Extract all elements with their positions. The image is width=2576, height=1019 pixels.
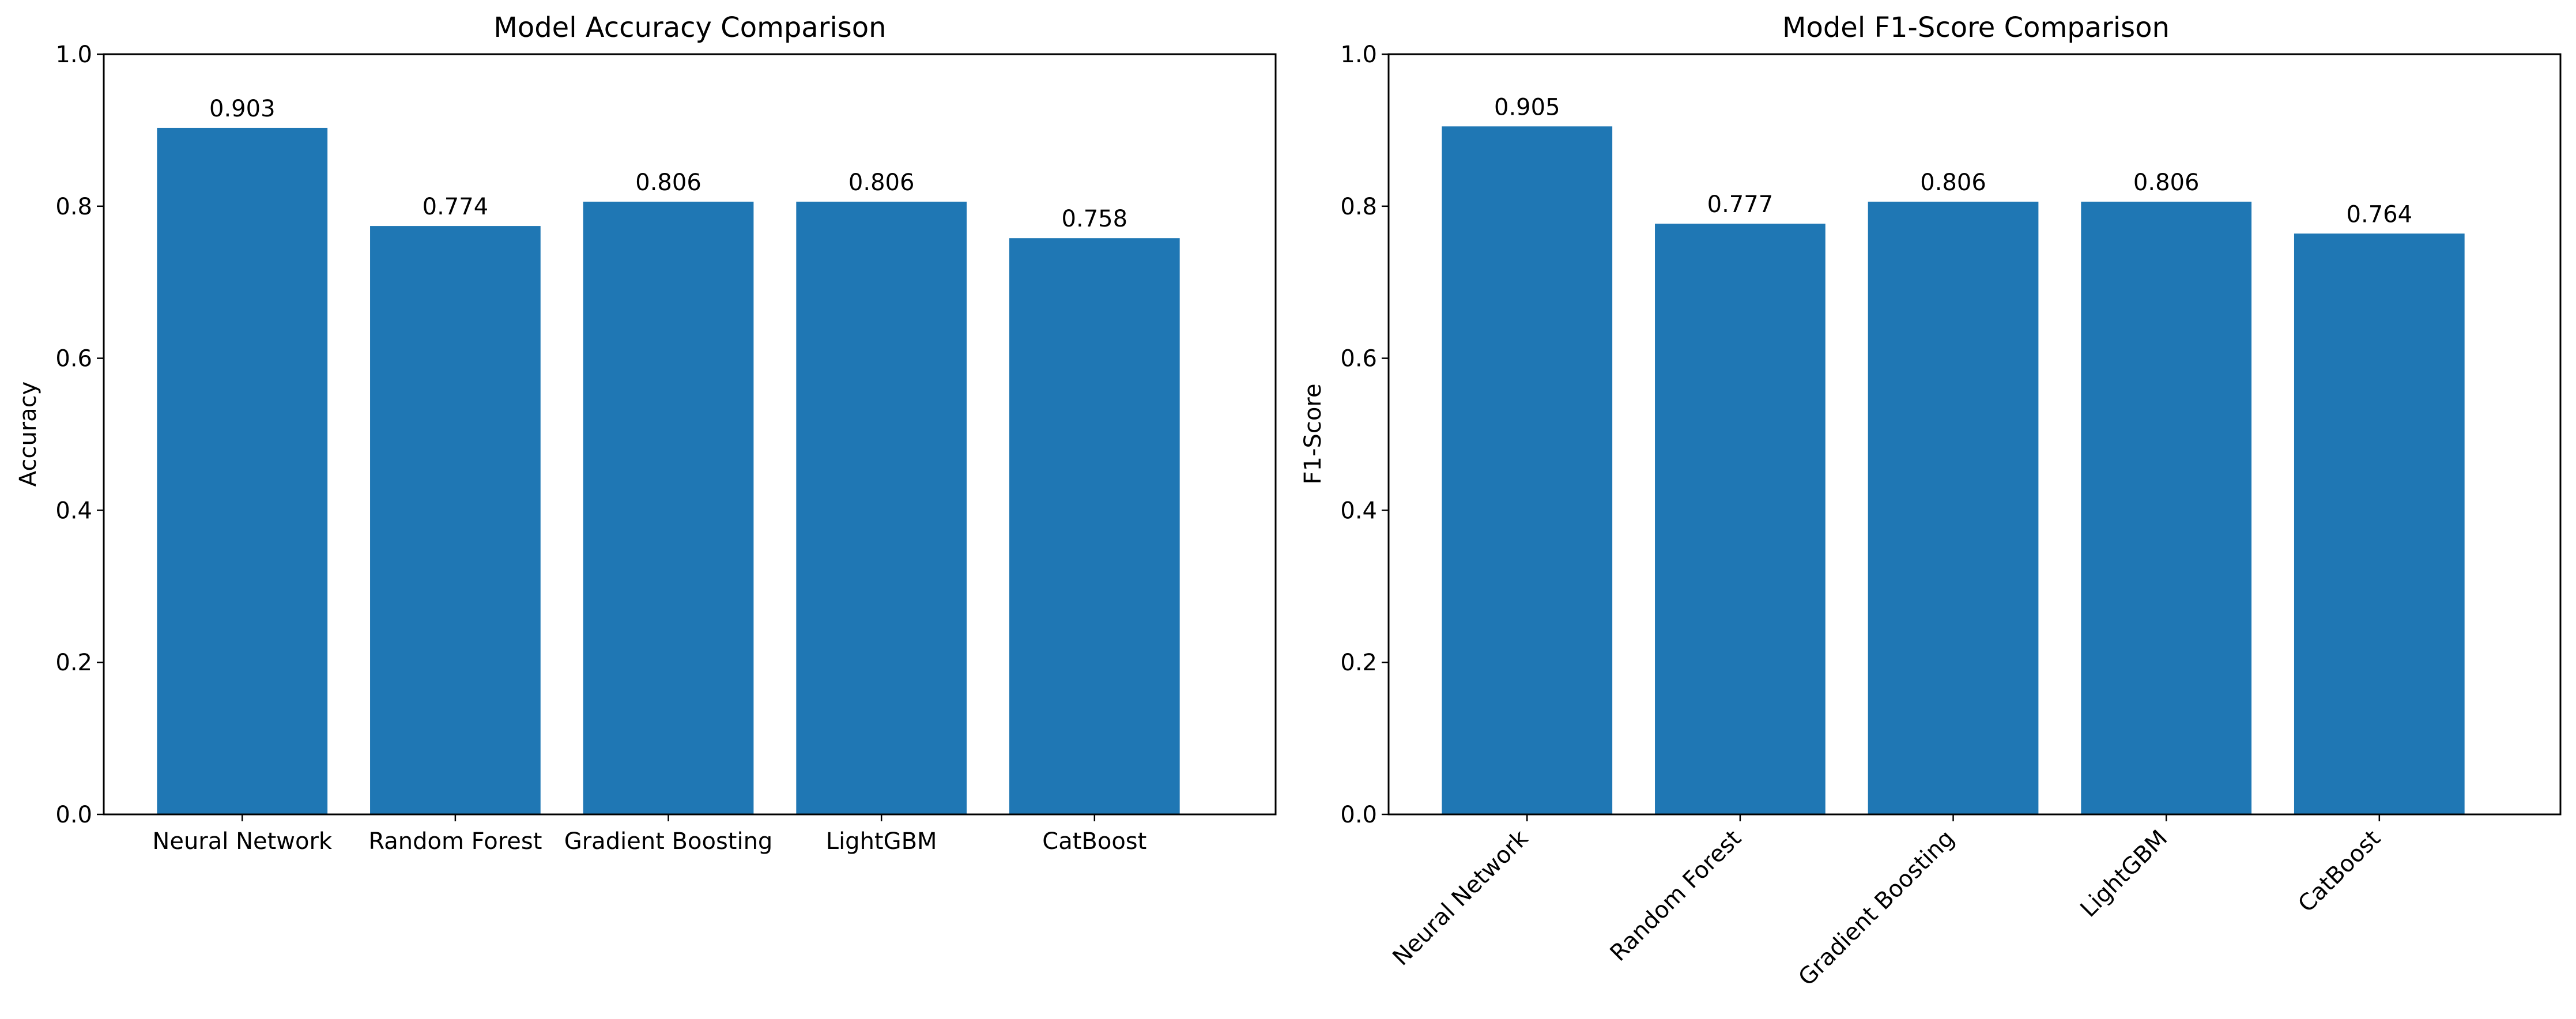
accuracy-bars xyxy=(157,127,1180,814)
accuracy-y-tick-label: 0.4 xyxy=(55,497,92,524)
accuracy-y-ticks: 0.0 0.2 0.4 0.6 0.8 1.0 xyxy=(55,41,104,828)
f1-x-tick-label-lightgbm: LightGBM xyxy=(2075,825,2173,923)
accuracy-bar-gradient-boosting xyxy=(583,201,754,814)
f1-x-tick-label-catboost: CatBoost xyxy=(2293,825,2386,918)
f1-chart: Model F1-Score Comparison F1-Score 0.00.… xyxy=(1300,12,2562,991)
f1-y-tick-label: 1.0 xyxy=(1340,41,1377,68)
f1-x-tick-label-random-forest: Random Forest xyxy=(1605,825,1747,967)
accuracy-x-tick-label-random-forest: Random Forest xyxy=(368,828,542,855)
f1-y-tick-label: 0.8 xyxy=(1340,194,1377,220)
accuracy-bar-neural-network xyxy=(157,127,328,814)
f1-value-label-gradient-boosting: 0.806 xyxy=(1920,169,1986,196)
accuracy-value-label-catboost: 0.758 xyxy=(1062,206,1128,232)
accuracy-y-tick-label: 0.6 xyxy=(55,346,92,372)
accuracy-y-tick-label: 0.0 xyxy=(55,802,92,828)
f1-bar-catboost xyxy=(2294,233,2465,814)
f1-plot-frame xyxy=(1387,53,2562,816)
f1-x-ticks: Neural Network Random Forest Gradient Boos… xyxy=(1387,814,2386,991)
f1-value-label-lightgbm: 0.806 xyxy=(2133,169,2200,196)
accuracy-bar-lightgbm xyxy=(796,201,967,814)
accuracy-chart: Model Accuracy Comparison Accuracy 0.00.… xyxy=(15,12,1277,855)
f1-bar-random-forest xyxy=(1655,224,1826,815)
f1-bars xyxy=(1442,126,2465,815)
f1-value-label-random-forest: 0.777 xyxy=(1707,191,1774,218)
accuracy-y-tick-label: 1.0 xyxy=(55,41,92,68)
f1-value-labels: 0.905 0.777 0.806 0.806 0.764 xyxy=(1494,94,2412,228)
accuracy-y-tick-label: 0.8 xyxy=(55,194,92,220)
f1-bar-gradient-boosting xyxy=(1868,201,2039,814)
f1-x-tick-label-neural-network: Neural Network xyxy=(1387,825,1534,971)
accuracy-x-tick-label-neural-network: Neural Network xyxy=(152,828,333,855)
f1-value-label-catboost: 0.764 xyxy=(2347,201,2413,228)
accuracy-value-label-neural-network: 0.903 xyxy=(209,96,276,122)
accuracy-value-label-gradient-boosting: 0.806 xyxy=(635,169,701,196)
f1-y-axis-label: F1-Score xyxy=(1300,384,1326,485)
f1-y-tick-label: 0.4 xyxy=(1340,497,1377,524)
accuracy-bar-catboost xyxy=(1009,238,1180,814)
accuracy-y-tick-label: 0.2 xyxy=(55,650,92,676)
accuracy-plot-frame xyxy=(103,53,1277,816)
accuracy-value-labels: 0.903 0.774 0.806 0.806 0.758 xyxy=(209,96,1127,232)
f1-y-tick-label: 0.2 xyxy=(1340,650,1377,676)
accuracy-x-tick-label-lightgbm: LightGBM xyxy=(826,828,937,855)
f1-y-tick-label: 0.6 xyxy=(1340,346,1377,372)
accuracy-x-tick-label-gradient-boosting: Gradient Boosting xyxy=(564,828,773,855)
accuracy-value-label-random-forest: 0.774 xyxy=(423,194,489,220)
accuracy-x-ticks: Neural Network Random Forest Gradient Boos… xyxy=(152,814,1146,855)
f1-x-tick-label-gradient-boosting: Gradient Boosting xyxy=(1793,825,1959,991)
f1-y-tick-label: 0.0 xyxy=(1340,802,1377,828)
accuracy-value-label-lightgbm: 0.806 xyxy=(848,169,915,196)
accuracy-x-tick-label-catboost: CatBoost xyxy=(1042,828,1146,855)
accuracy-bar-random-forest xyxy=(370,226,541,814)
f1-bar-lightgbm xyxy=(2081,201,2252,814)
accuracy-chart-title: Model Accuracy Comparison xyxy=(493,12,886,44)
f1-chart-title: Model F1-Score Comparison xyxy=(1782,12,2170,44)
accuracy-y-axis-label: Accuracy xyxy=(15,382,42,487)
f1-y-ticks: 0.0 0.2 0.4 0.6 0.8 1.0 xyxy=(1340,41,1389,828)
f1-value-label-neural-network: 0.905 xyxy=(1494,94,1560,120)
f1-bar-neural-network xyxy=(1442,126,1613,815)
